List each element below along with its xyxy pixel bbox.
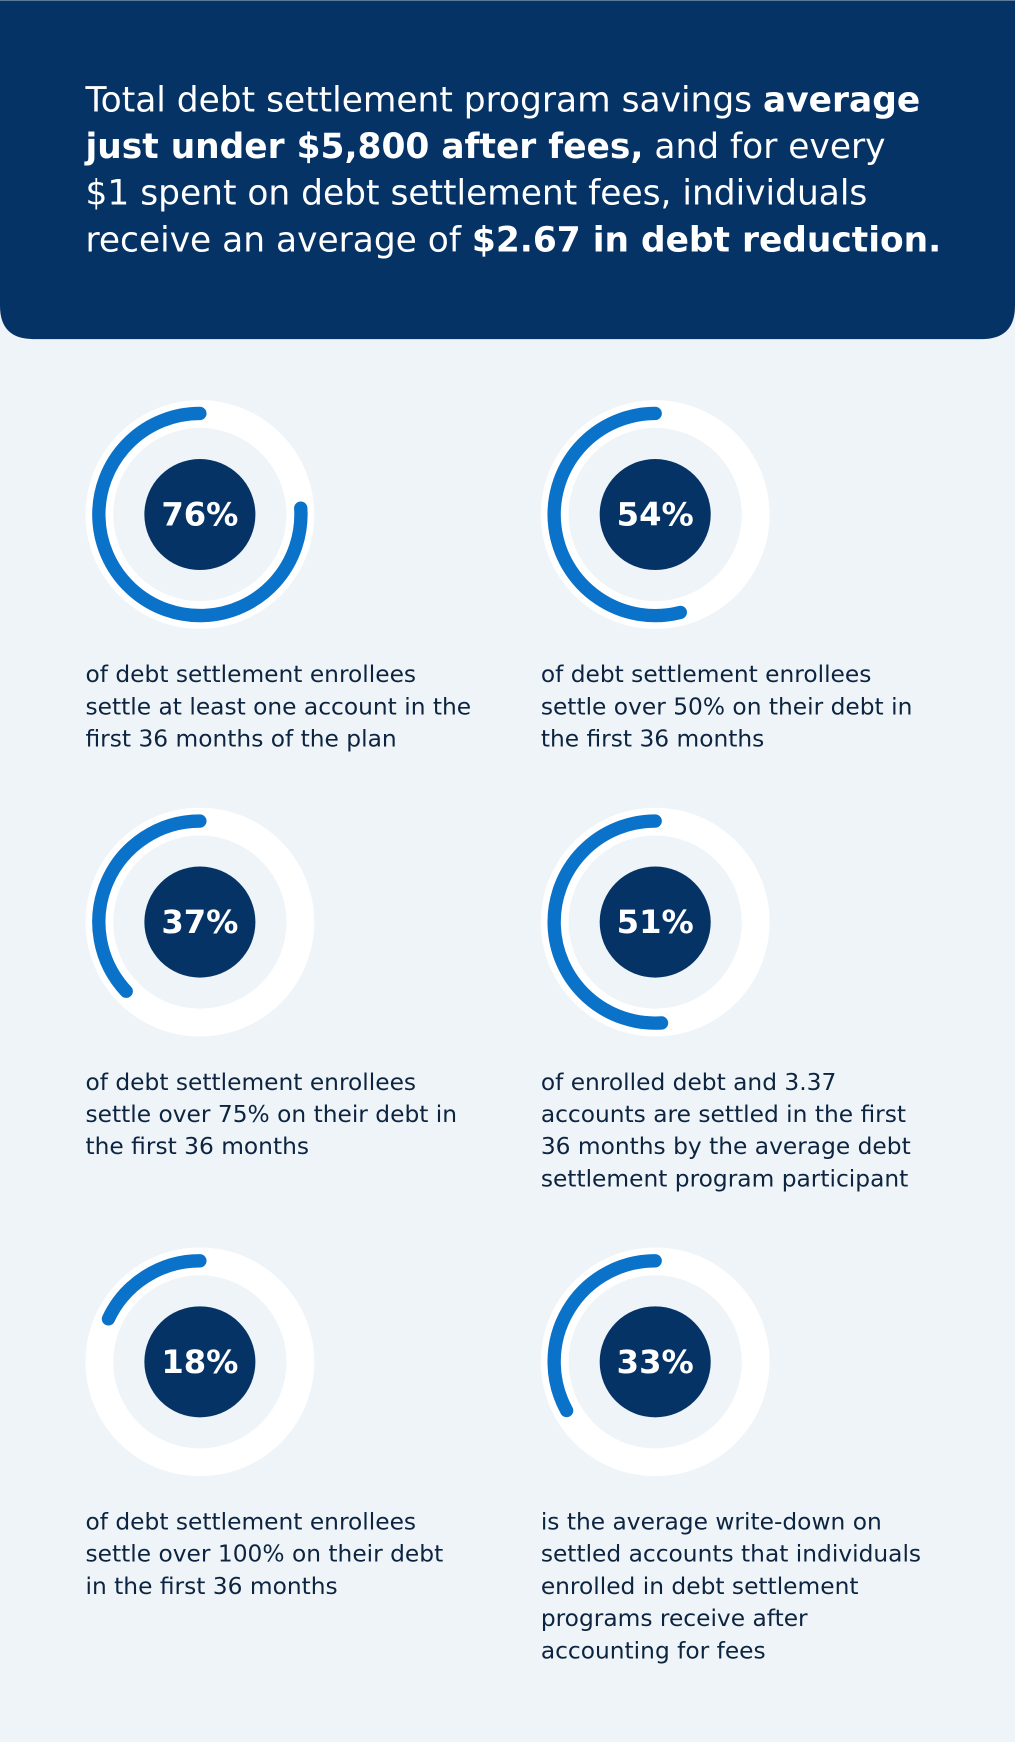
value-label: 33% [617, 1343, 694, 1381]
caption-line: of debt settlement enrollees [86, 661, 417, 688]
value-label: 54% [617, 496, 694, 534]
header-text: just under $5,800 after fees, [84, 127, 644, 167]
header-text: Total debt settlement program savings [85, 80, 764, 120]
caption-line: settlement program participant [541, 1165, 908, 1192]
caption-line: of debt settlement enrollees [541, 661, 872, 688]
header-line: Total debt settlement program savings av… [85, 80, 921, 120]
value-label: 51% [617, 903, 694, 941]
donut-arc [547, 406, 687, 623]
donut-center [599, 1306, 711, 1418]
header-text: average [763, 80, 920, 120]
header-text: $1 spent on debt settlement fees, indivi… [86, 174, 868, 214]
donut-arc [92, 406, 308, 623]
caption-line: in the first 36 months [86, 1573, 338, 1600]
value-label: 18% [161, 1343, 238, 1381]
donut-center [599, 459, 711, 571]
caption-line: accounting for fees [541, 1637, 766, 1664]
donut-center [599, 866, 711, 978]
value-label: 37% [161, 903, 238, 941]
donut-arc [547, 1254, 662, 1418]
caption-line: of debt settlement enrollees [86, 1069, 417, 1096]
caption-line: settle at least one account in the [86, 693, 472, 720]
donut-center [144, 866, 256, 978]
caption-line: is the average write-down on [541, 1509, 882, 1536]
caption-line: settle over 75% on their debt in [86, 1101, 458, 1128]
donut-arc [101, 1254, 207, 1326]
donut-center [144, 1306, 256, 1418]
header-text: and for every [643, 127, 885, 167]
header-line: just under $5,800 after fees, and for ev… [84, 127, 886, 167]
donut-arc [547, 814, 669, 1030]
caption-line: 36 months by the average debt [541, 1133, 911, 1160]
caption-line: first 36 months of the plan [86, 726, 397, 753]
header-text: receive an average of [86, 220, 472, 260]
header-text: $2.67 in debt reduction. [472, 220, 941, 260]
caption-line: accounts are settled in the first [541, 1101, 906, 1128]
caption-line: enrolled in debt settlement [541, 1573, 859, 1600]
caption-line: of debt settlement enrollees [86, 1509, 417, 1536]
header-line: receive an average of $2.67 in debt redu… [86, 220, 942, 260]
caption-line: settled accounts that individuals [541, 1541, 921, 1568]
header-line: $1 spent on debt settlement fees, indivi… [86, 174, 868, 214]
caption-line: programs receive after [541, 1605, 808, 1632]
donut-center [144, 459, 256, 571]
caption-line: settle over 100% on their debt [86, 1541, 444, 1568]
caption-line: of enrolled debt and 3.37 [541, 1069, 837, 1096]
value-label: 76% [161, 496, 238, 534]
caption-line: the first 36 months [86, 1133, 310, 1160]
caption-line: settle over 50% on their debt in [541, 693, 913, 720]
donut-arc [92, 814, 207, 998]
header-panel [0, 0, 1015, 340]
caption-line: the first 36 months [541, 726, 765, 753]
